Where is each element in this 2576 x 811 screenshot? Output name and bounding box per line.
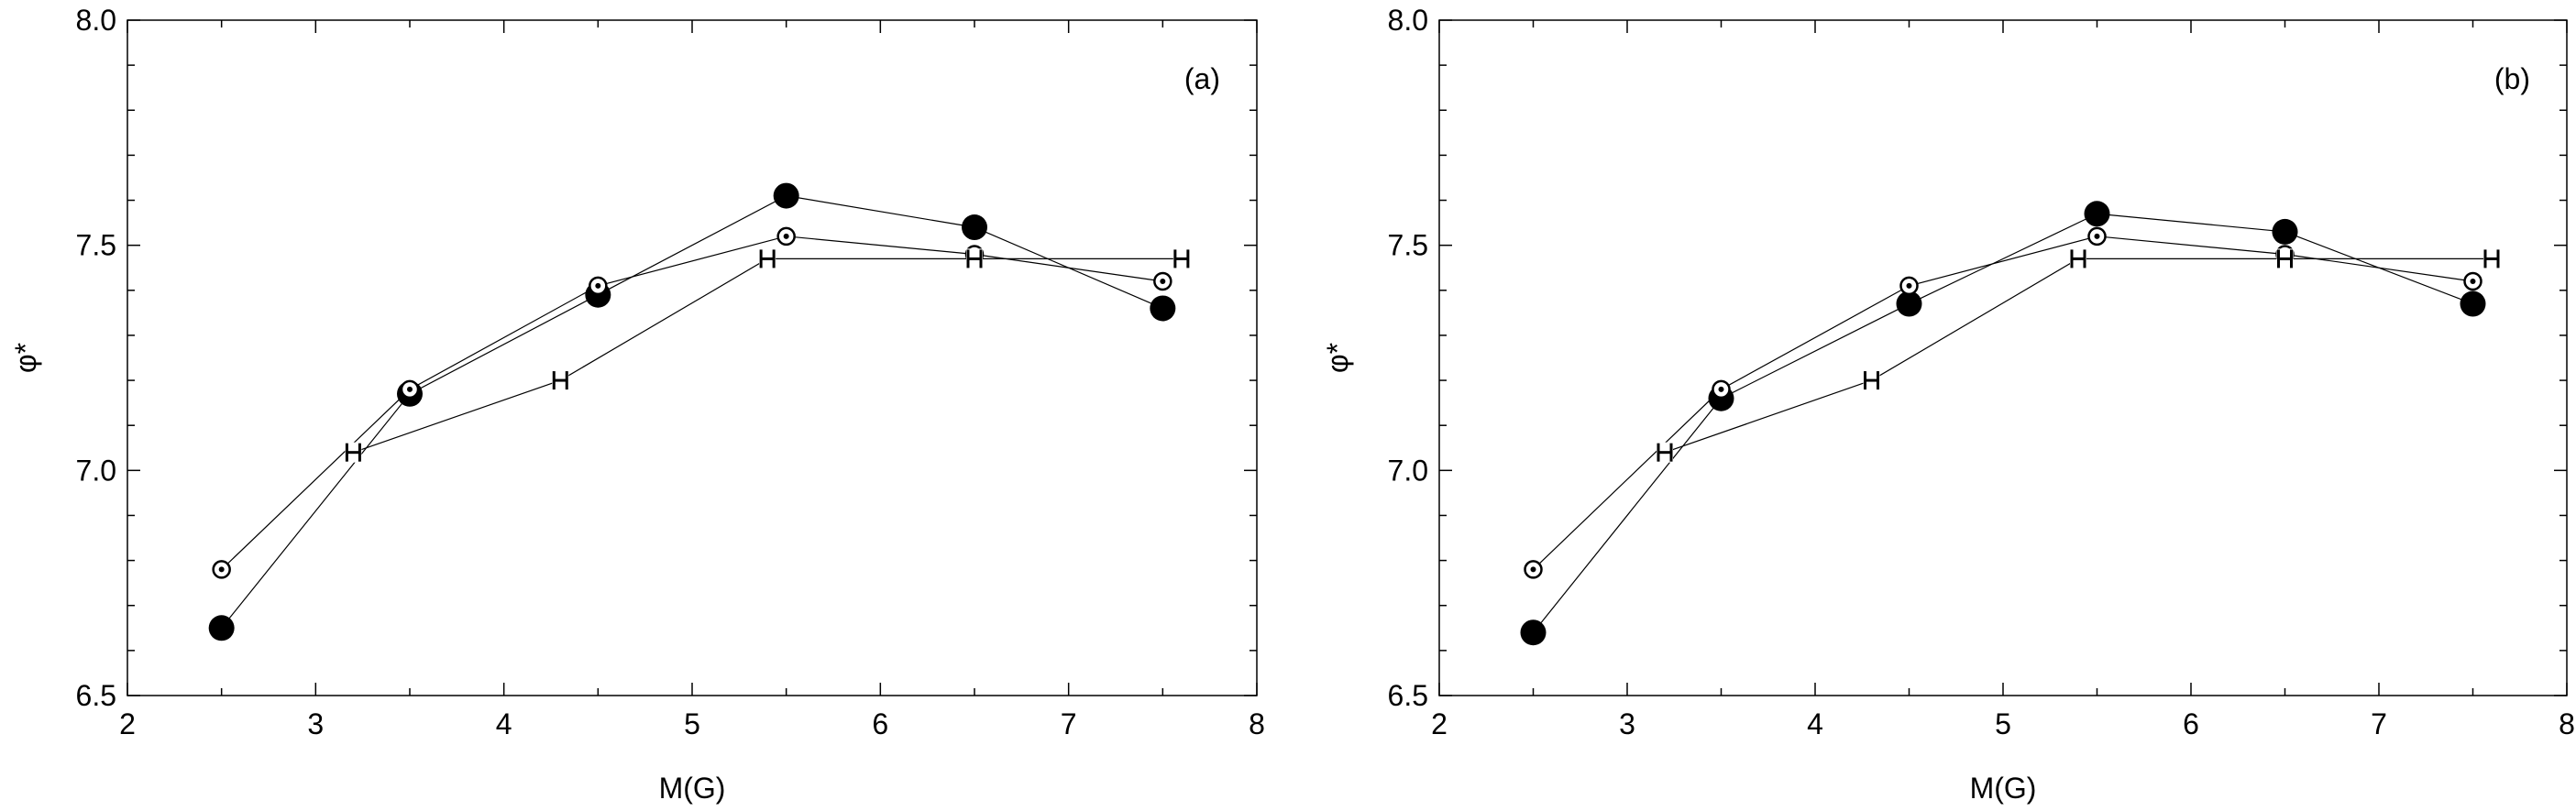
data-point-dotted-circle [589,276,608,296]
x-axis-title: M(G) [659,772,726,805]
data-point-dotted-circle [212,560,231,579]
series-dotted-circle [1524,226,2482,579]
x-tick-label: 2 [119,707,136,740]
x-tick-label: 4 [496,707,512,740]
panel-label: (b) [2494,62,2530,95]
data-point-h-marker [2276,248,2294,269]
series-line [221,194,1163,629]
x-tick-label: 4 [1807,707,1823,740]
marker-dot [218,566,225,573]
y-tick-label: 6.5 [76,679,116,712]
y-axis-title: φ* [9,343,42,373]
data-point-dotted-circle [1524,560,1543,579]
data-point-dotted-circle [2087,226,2107,247]
y-tick-label: 7.0 [76,454,116,487]
x-tick-label: 6 [2183,707,2199,740]
x-tick-label: 3 [307,707,324,740]
marker-dot [783,233,789,239]
data-point-h-marker [759,248,776,269]
data-point-h-marker [2483,248,2500,269]
series-line [1664,258,2492,454]
x-tick-label: 5 [1995,707,2011,740]
x-tick-label: 3 [1619,707,1635,740]
data-point-dotted-circle [1153,271,1172,291]
x-tick-label: 7 [1061,707,1077,740]
x-tick-label: 6 [872,707,888,740]
data-point-filled-circle [2460,290,2486,317]
marker-dot [2470,278,2476,284]
series-line [1533,213,2473,633]
series-H [1657,248,2500,463]
marker-dot [1906,282,1912,289]
marker-dot [407,386,413,392]
chart-panel-2: 2 3 4 5 6 7 8 6.5 7.0 7.5 8.0 M(G) φ* (b) [1321,4,2575,805]
data-point-filled-circle [1520,619,1547,646]
series-line [221,236,1163,570]
x-tick-label: 5 [684,707,700,740]
x-tick-label: 2 [1431,707,1448,740]
series-filled-circle [1520,201,2486,646]
data-point-dotted-circle [400,379,420,400]
data-point-filled-circle [208,615,235,641]
data-point-filled-circle [2084,201,2110,227]
data-point-h-marker [1657,442,1673,463]
marker-dot [595,282,601,289]
y-tick-label: 8.0 [1388,4,1428,37]
marker-dot [1160,278,1166,284]
x-axis-title: M(G) [1970,772,2037,805]
data-point-dotted-circle [2463,271,2482,291]
y-tick-label: 7.0 [1388,454,1428,487]
y-tick-label: 7.5 [76,229,116,262]
marker-dot [2094,233,2100,239]
data-point-filled-circle [773,182,799,209]
data-point-h-marker [345,442,362,463]
data-point-filled-circle [1896,290,1922,317]
data-point-h-marker [966,248,983,269]
plot-frame [127,19,1258,696]
plot-frame [1438,19,2568,696]
series-line [1533,236,2473,570]
data-point-dotted-circle [1899,276,1919,296]
series-H [345,248,1190,463]
data-point-filled-circle [1150,295,1176,322]
data-point-filled-circle [2272,218,2298,245]
data-point-dotted-circle [1712,379,1731,400]
panel-label: (a) [1184,62,1220,95]
y-tick-label: 8.0 [76,4,116,37]
chart-panel-1: 2 3 4 5 6 7 8 6.5 7.0 7.5 8.0 M(G) φ* (a) [9,4,1265,805]
y-tick-label: 7.5 [1388,229,1428,262]
data-point-filled-circle [962,214,987,241]
x-tick-label: 8 [2559,707,2575,740]
data-point-h-marker [2070,248,2086,269]
series-dotted-circle [212,226,1172,579]
y-tick-label: 6.5 [1388,679,1428,712]
marker-dot [1718,386,1724,392]
y-axis-title: φ* [1321,343,1354,373]
data-point-h-marker [552,370,569,391]
x-tick-label: 8 [1249,707,1265,740]
series-filled-circle [208,182,1176,641]
marker-dot [1530,566,1536,573]
series-line [353,258,1182,454]
data-point-h-marker [1863,370,1880,391]
x-tick-label: 7 [2371,707,2387,740]
data-point-dotted-circle [776,226,796,247]
data-point-h-marker [1172,248,1190,269]
